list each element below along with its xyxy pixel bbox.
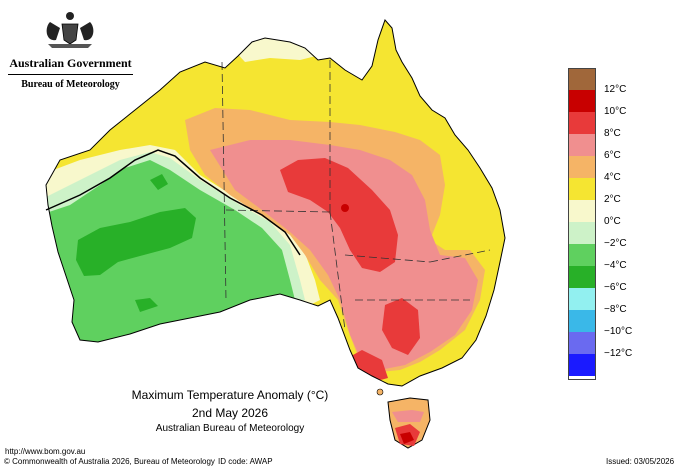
legend-swatch <box>568 244 596 267</box>
legend-swatch <box>568 156 596 179</box>
legend-label: −2°C <box>604 238 627 249</box>
zone-red <box>280 158 398 272</box>
legend-swatch <box>568 68 596 91</box>
legend-label: 12°C <box>604 84 627 95</box>
mainland-coast <box>45 19 506 387</box>
legend-label: −10°C <box>604 326 633 337</box>
map-source: Australian Bureau of Meteorology <box>155 423 305 434</box>
zone-dark-green-small2 <box>135 298 158 312</box>
legend-label: 2°C <box>604 194 621 205</box>
legend-swatch <box>568 112 596 135</box>
map-date: 2nd May 2026 <box>191 406 269 420</box>
legend-label: −6°C <box>604 282 627 293</box>
zone-red-south <box>382 298 420 355</box>
legend-swatch <box>568 178 596 201</box>
legend-swatch <box>568 354 596 377</box>
coat-of-arms-icon <box>46 12 94 48</box>
zone-green <box>46 160 295 345</box>
legend-swatch <box>568 266 596 289</box>
zero-contour <box>45 149 301 256</box>
issued-date: Issued: 03/05/2026 <box>606 457 675 466</box>
copyright-text: © Commonwealth of Australia 2026, Bureau… <box>4 457 215 466</box>
government-label: Australian Government <box>9 56 132 70</box>
zone-dark-green-small <box>150 174 168 190</box>
gov-logo[interactable]: Australian Government Bureau of Meteorol… <box>8 10 133 90</box>
legend-label: −8°C <box>604 304 627 315</box>
legend-label: 8°C <box>604 128 621 139</box>
zone-dark-green <box>76 208 196 276</box>
legend-label: −4°C <box>604 260 627 271</box>
legend-swatch <box>568 332 596 355</box>
legend-swatch <box>568 200 596 223</box>
legend-swatch <box>568 134 596 157</box>
legend-label: 10°C <box>604 106 627 117</box>
bureau-label: Bureau of Meteorology <box>21 79 120 90</box>
legend-label: −12°C <box>604 348 633 359</box>
zone-pale-north <box>232 36 320 62</box>
legend-swatch <box>568 310 596 333</box>
logo-divider <box>8 74 133 75</box>
map-title: Maximum Temperature Anomaly (°C) <box>131 388 329 402</box>
legend-label: 0°C <box>604 216 621 227</box>
id-code: ID code: AWAP <box>218 457 273 466</box>
state-borders <box>221 60 491 331</box>
legend-swatch <box>568 90 596 113</box>
tasmania <box>387 397 431 449</box>
legend-swatch <box>568 222 596 245</box>
legend-label: 6°C <box>604 150 621 161</box>
legend-label: 4°C <box>604 172 621 183</box>
bom-url-link[interactable]: http://www.bom.gov.au <box>5 447 86 456</box>
legend-swatch <box>568 288 596 311</box>
